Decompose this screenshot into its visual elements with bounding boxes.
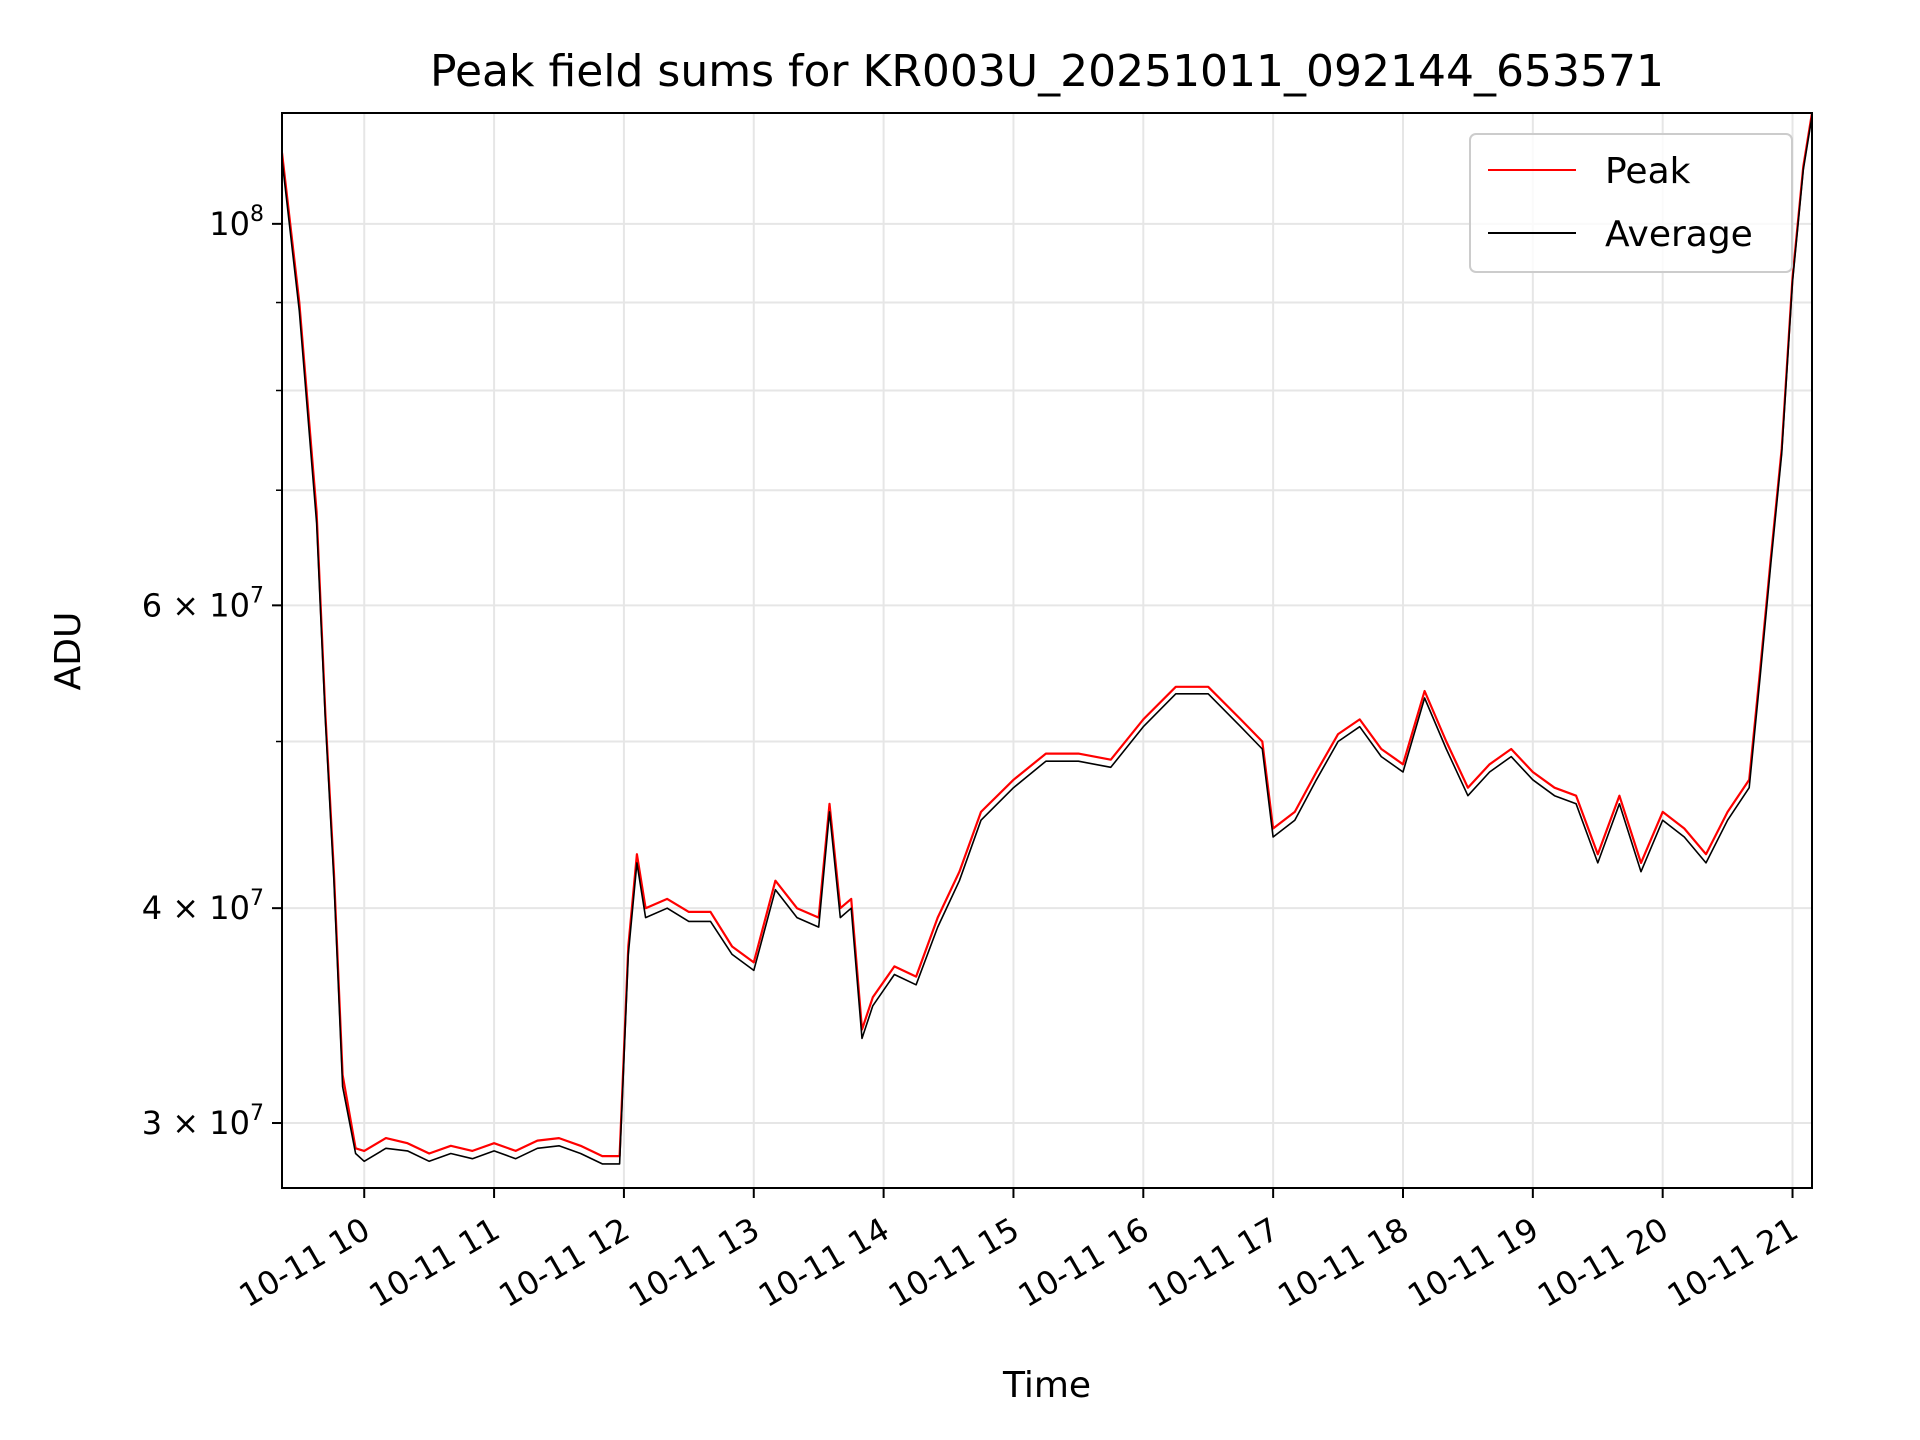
plot-frame xyxy=(281,112,1813,1189)
y-tick-base: 4 × 10 xyxy=(142,889,250,927)
y-tick-label: 4 × 107 xyxy=(142,886,264,927)
legend-box xyxy=(1469,133,1793,273)
chart-title: Peak field sums for KR003U_20251011_0921… xyxy=(430,46,1664,97)
y-tick-base: 3 × 10 xyxy=(142,1104,250,1142)
legend-label-peak: Peak xyxy=(1605,151,1691,192)
y-tick-exponent: 7 xyxy=(250,583,264,608)
y-tick-exponent: 7 xyxy=(250,886,264,911)
series-line-average xyxy=(282,116,1812,1165)
x-axis-label: Time xyxy=(1002,1365,1091,1406)
y-tick-base: 10 xyxy=(209,205,250,243)
legend: Peak Average xyxy=(1469,133,1793,273)
y-tick-exponent: 8 xyxy=(250,202,264,227)
y-tick-label: 6 × 107 xyxy=(142,583,264,624)
y-axis-label: ADU xyxy=(48,612,89,691)
y-tick-label: 108 xyxy=(209,202,264,243)
legend-label-average: Average xyxy=(1605,214,1753,255)
series-layer xyxy=(282,113,1812,1165)
series-line-peak xyxy=(282,113,1812,1158)
grid xyxy=(282,113,1812,1188)
y-tick-exponent: 7 xyxy=(250,1101,264,1126)
y-tick-base: 6 × 10 xyxy=(142,586,250,624)
y-tick-label: 3 × 107 xyxy=(142,1101,264,1142)
